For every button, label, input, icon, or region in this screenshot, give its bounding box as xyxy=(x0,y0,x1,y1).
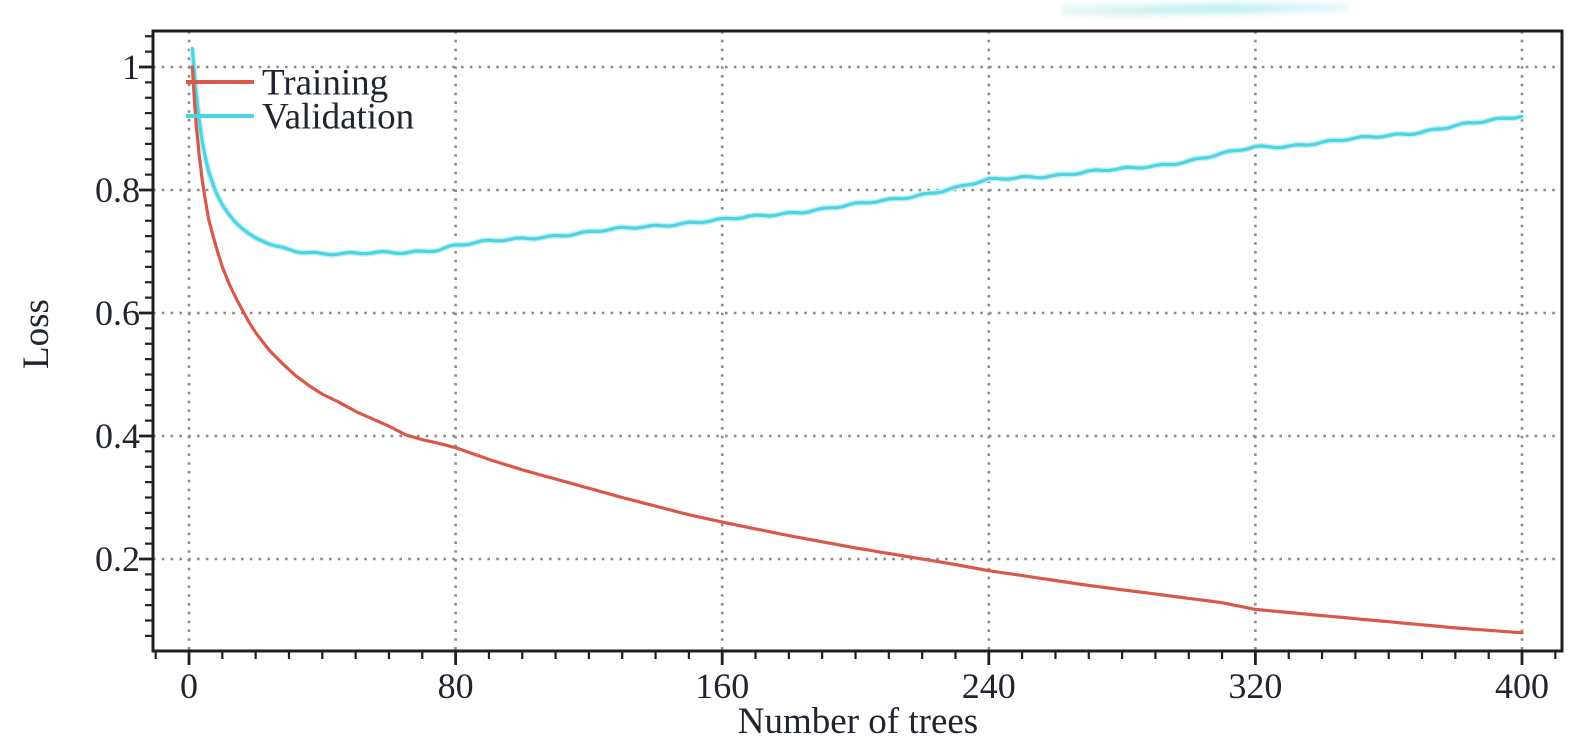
grid-layer xyxy=(153,31,1562,651)
validation-curve-halo xyxy=(189,48,1523,258)
training-curve xyxy=(190,65,1524,635)
legend-label-validation: Validation xyxy=(262,97,414,138)
validation-curve xyxy=(190,46,1524,257)
x-tick-label-160: 160 xyxy=(695,666,749,706)
x-axis-label: Number of trees xyxy=(738,701,978,742)
y-axis-label: Loss xyxy=(16,299,57,369)
legend-label-training: Training xyxy=(262,63,388,104)
y-tick-label-1: 1 xyxy=(122,47,140,87)
x-tick-label-240: 240 xyxy=(962,666,1016,706)
curve-layer xyxy=(189,46,1524,635)
tick-label-layer: 0 80 160 240 320 400 0.2 0.4 0.6 0.8 1 xyxy=(95,47,1549,706)
y-tick-label-0.6: 0.6 xyxy=(95,293,140,333)
x-tick-label-400: 400 xyxy=(1495,666,1549,706)
x-tick-label-0: 0 xyxy=(180,666,198,706)
y-tick-label-0.2: 0.2 xyxy=(95,539,140,579)
y-tick-label-0.4: 0.4 xyxy=(95,416,140,456)
plot-frame xyxy=(151,29,1564,653)
legend: Training Validation xyxy=(186,63,414,138)
x-tick-label-80: 80 xyxy=(438,666,474,706)
x-tick-label-320: 320 xyxy=(1228,666,1282,706)
y-tick-label-0.8: 0.8 xyxy=(95,170,140,210)
